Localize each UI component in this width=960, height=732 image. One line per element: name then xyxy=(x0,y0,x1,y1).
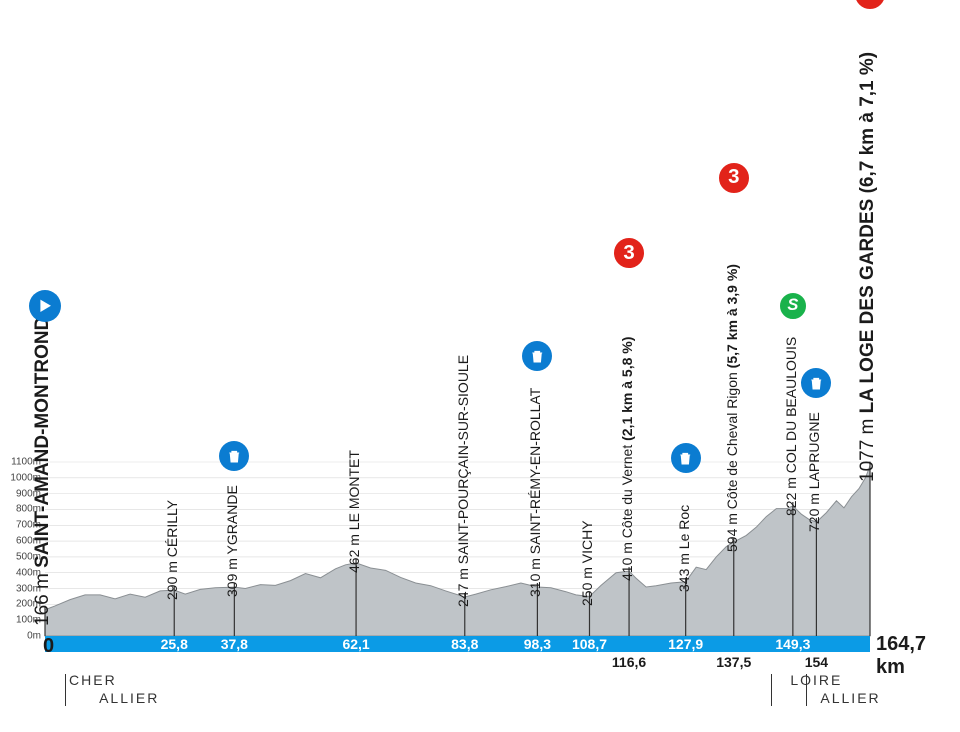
distance-label: 83,8 xyxy=(451,636,478,652)
location-label: 309 m YGRANDE xyxy=(224,485,240,597)
distance-label: 116,6 xyxy=(612,654,646,670)
distance-label: 37,8 xyxy=(221,636,248,652)
region-label: ALLIER xyxy=(99,690,159,706)
profile-svg xyxy=(0,0,960,727)
sprint-icon: S xyxy=(778,291,808,321)
location-label: 290 m CÉRILLY xyxy=(164,500,180,600)
category-3-icon: 3 xyxy=(717,161,751,195)
location-label: 594 m Côte de Cheval Rigon (5,7 km à 3,9… xyxy=(724,264,740,552)
location-label: 250 m VICHY xyxy=(579,521,595,607)
elevation-profile-chart: 0m100m200m300m400m500m600m700m800m900m10… xyxy=(0,0,960,727)
location-label: 410 m Côte du Vernet (2,1 km à 5,8 %) xyxy=(619,337,635,581)
location-label: 822 m COL DU BEAULOUIS xyxy=(783,337,799,516)
distance-label: 108,7 xyxy=(572,636,607,652)
y-tick-label: 0m xyxy=(0,631,41,642)
location-label: 343 m Le Roc xyxy=(676,505,692,592)
waste-zone-icon xyxy=(671,443,701,473)
waste-zone-icon xyxy=(522,341,552,371)
distance-label: 25,8 xyxy=(161,636,188,652)
location-label: 310 m SAINT-RÉMY-EN-ROLLAT xyxy=(527,388,543,597)
start-icon xyxy=(29,290,61,322)
distance-label: 137,5 xyxy=(716,654,751,670)
distance-label: 149,3 xyxy=(775,636,810,652)
region-tick xyxy=(65,674,66,706)
region-label: CHER xyxy=(69,672,117,688)
location-label: 720 m LAPRUGNE xyxy=(806,412,822,532)
distance-label: 154 xyxy=(805,654,828,670)
region-label: LOIRE xyxy=(790,672,842,688)
distance-label: 98,3 xyxy=(524,636,551,652)
location-label: 1077 m LA LOGE DES GARDES (6,7 km à 7,1 … xyxy=(857,52,879,482)
location-label: 166 m SAINT-AMAND-MONTROND xyxy=(32,316,54,625)
end-km-label: 164,7 km xyxy=(876,633,960,679)
start-km-label: 0 xyxy=(43,635,54,658)
distance-label: 127,9 xyxy=(668,636,703,652)
region-label: ALLIER xyxy=(820,690,880,706)
distance-label: 62,1 xyxy=(342,636,369,652)
region-tick xyxy=(771,674,772,706)
location-label: 247 m SAINT-POURÇAIN-SUR-SIOULE xyxy=(455,355,471,607)
location-label: 462 m LE MONTET xyxy=(346,450,362,573)
